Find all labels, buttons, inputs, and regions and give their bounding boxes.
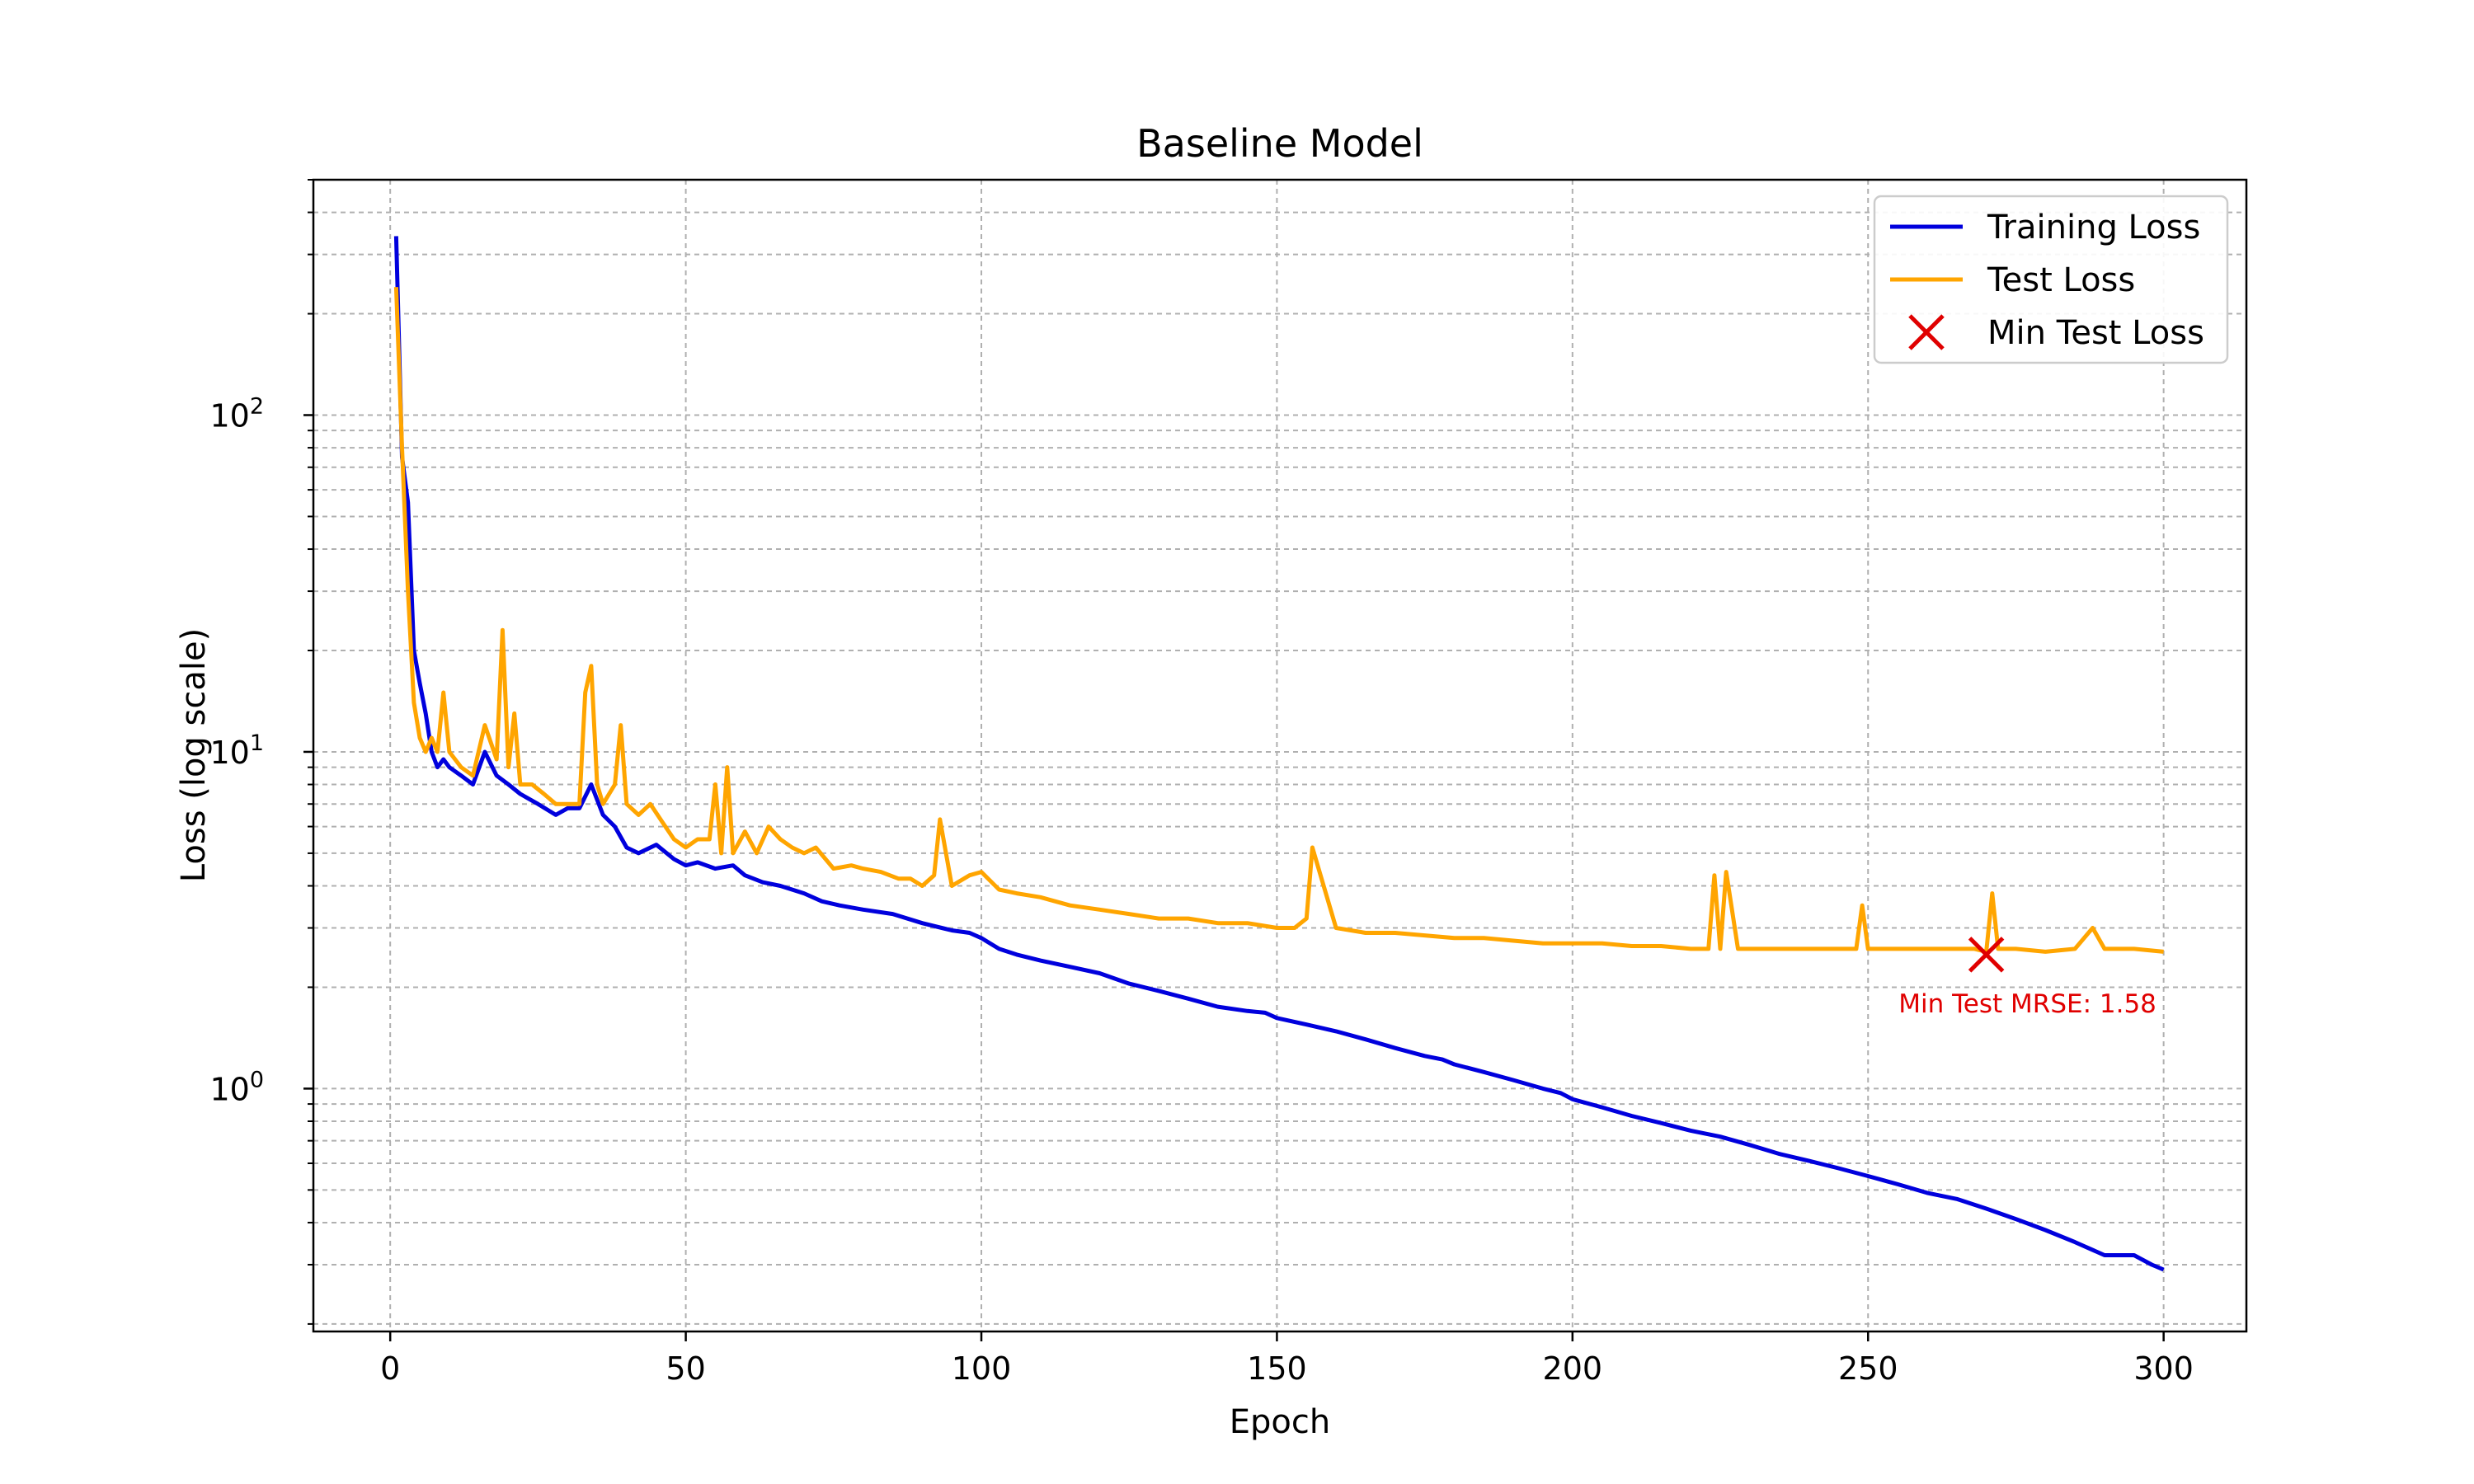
y-tick-label-exponent: 2 [250, 393, 264, 419]
grid-lines [313, 179, 2246, 1331]
legend-label-test-loss: Test Loss [1987, 261, 2135, 299]
y-axis-label: Loss (log scale) [175, 628, 213, 882]
marker-layer [1968, 937, 2005, 973]
series-line-training-loss [393, 236, 2165, 1272]
y-tick-label-exponent: 0 [250, 1067, 264, 1092]
plot-frame [312, 178, 2248, 1333]
x-tick-label: 150 [1247, 1350, 1307, 1387]
y-tick-label: 100 [209, 1067, 264, 1107]
min-test-loss-marker [1968, 937, 2005, 973]
x-tick-label: 100 [952, 1350, 1012, 1387]
x-axis-label: Epoch [1230, 1403, 1330, 1441]
y-tick-label-exponent: 1 [250, 730, 264, 756]
legend-label-training-loss: Training Loss [1987, 209, 2200, 247]
y-tick-label: 102 [209, 393, 264, 434]
series-layer [393, 236, 2165, 1272]
x-tick-label: 200 [1543, 1350, 1603, 1387]
y-tick-label: 101 [209, 730, 264, 771]
x-tick-label: 300 [2133, 1350, 2194, 1387]
legend: Training Loss Test Loss Min Test Loss [1873, 195, 2229, 364]
series-line-test-loss [393, 287, 2164, 954]
x-tick-label: 0 [380, 1350, 400, 1387]
marker-stroke [1968, 937, 2005, 973]
y-tick-label-base: 10 [209, 397, 249, 434]
legend-swatch-min-test-loss [1908, 314, 1945, 350]
legend-box [1873, 195, 2229, 364]
y-tick-label-base: 10 [209, 1071, 249, 1107]
x-tick-label: 50 [666, 1350, 705, 1387]
x-axis-ticks: 0 50 100 150 200 250 300 [380, 1331, 2194, 1387]
legend-label-min-test-loss: Min Test Loss [1987, 314, 2204, 352]
min-test-annotation: Min Test MRSE: 1.58 [1898, 989, 2157, 1019]
legend-marker-stroke [1908, 314, 1945, 350]
chart-title: Baseline Model [1136, 121, 1423, 166]
x-tick-label: 250 [1838, 1350, 1898, 1387]
y-tick-label-base: 10 [209, 735, 249, 771]
